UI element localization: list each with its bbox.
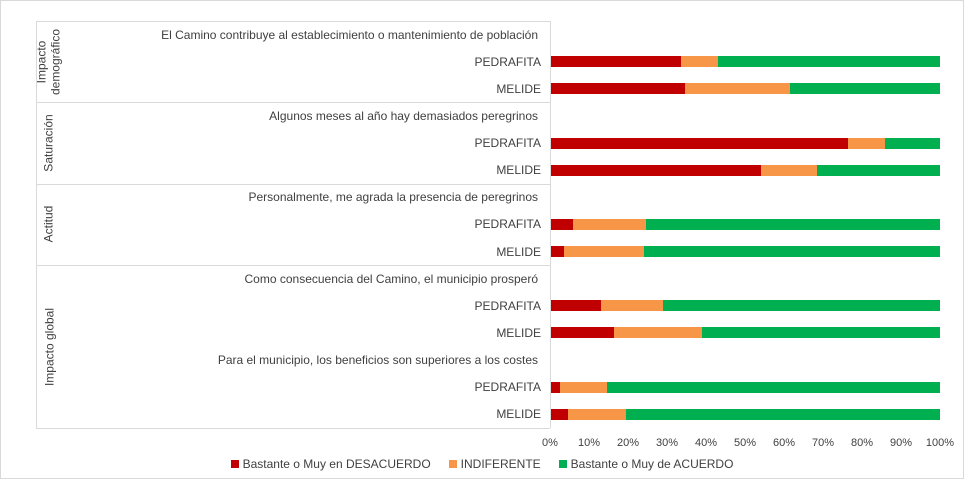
bar-segment [885, 137, 940, 149]
bar-segment [643, 246, 940, 258]
category-label: MELIDE [496, 325, 541, 340]
group-label: Impacto demográfico [34, 28, 63, 95]
statement-label: El Camino contribuye al establecimiento … [161, 27, 538, 42]
statement-label: Personalmente, me agrada la presencia de… [248, 190, 538, 205]
bar-segment [550, 137, 849, 149]
separator [36, 183, 550, 185]
bar-segment [550, 56, 681, 68]
statement-label: Como consecuencia del Camino, el municip… [244, 271, 538, 286]
bar-segment [789, 83, 940, 95]
category-label: MELIDE [496, 407, 541, 422]
statement-label: Algunos meses al año hay demasiados pere… [269, 108, 538, 123]
category-label: MELIDE [496, 81, 541, 96]
x-tick-label: 70% [811, 436, 835, 449]
bar-segment [760, 164, 818, 176]
separator [36, 102, 550, 104]
bar-segment [550, 327, 615, 339]
legend-label: Bastante o Muy de ACUERDO [570, 457, 734, 471]
bar-segment [550, 381, 560, 393]
group-label: Saturación [41, 114, 56, 172]
category-label: MELIDE [496, 244, 541, 259]
bar-segment [550, 218, 574, 230]
legend-swatch [230, 460, 239, 468]
x-tick-label: 30% [655, 436, 679, 449]
legend-item: Bastante o Muy en DESACUERDO [230, 457, 431, 471]
bar-segment [684, 83, 790, 95]
category-label: MELIDE [496, 163, 541, 178]
group-divider [36, 21, 37, 428]
bar-segment [550, 246, 564, 258]
bar-segment [626, 408, 940, 420]
bar-segment [848, 137, 886, 149]
group-label: Impacto global [42, 307, 57, 386]
category-label: PEDRAFITA [474, 136, 541, 151]
legend-swatch [558, 460, 567, 468]
bar-segment [550, 300, 601, 312]
x-tick-label: 0% [542, 436, 558, 449]
category-label: PEDRAFITA [474, 298, 541, 313]
category-label: PEDRAFITA [474, 217, 541, 232]
x-tick-label: 80% [850, 436, 874, 449]
x-tick-label: 60% [772, 436, 796, 449]
bar-segment [717, 56, 940, 68]
bar-segment [550, 83, 685, 95]
legend: Bastante o Muy en DESACUERDO INDIFERENTE B… [1, 457, 963, 471]
bar-segment [573, 218, 646, 230]
bar-segment [680, 56, 718, 68]
separator [36, 21, 550, 22]
legend-label: Bastante o Muy en DESACUERDO [242, 457, 431, 471]
group-label: Actitud [41, 206, 56, 243]
legend-item: INDIFERENTE [448, 457, 541, 471]
bar-segment [645, 218, 940, 230]
x-tick-label: 40% [694, 436, 718, 449]
category-label: PEDRAFITA [474, 380, 541, 395]
bar-segment [606, 381, 940, 393]
x-tick-label: 10% [577, 436, 601, 449]
bar-segment [600, 300, 664, 312]
separator [36, 265, 550, 267]
bar-segment [567, 408, 627, 420]
bar-segment [702, 327, 940, 339]
legend-label: INDIFERENTE [460, 457, 541, 471]
statement-label: Para el municipio, los beneficios son su… [217, 353, 538, 368]
bar-segment [614, 327, 703, 339]
bar-segment [663, 300, 940, 312]
x-tick-label: 90% [889, 436, 913, 449]
bar-segment [550, 408, 568, 420]
legend-item: Bastante o Muy de ACUERDO [558, 457, 734, 471]
legend-swatch [448, 460, 457, 468]
bar-segment [563, 246, 644, 258]
separator [36, 427, 550, 429]
bar-segment [817, 164, 940, 176]
bar-segment [559, 381, 607, 393]
category-label: PEDRAFITA [474, 54, 541, 69]
x-tick-label: 100% [925, 436, 955, 449]
bar-segment [550, 164, 761, 176]
x-tick-label: 20% [616, 436, 640, 449]
axis-line [550, 21, 551, 428]
x-tick-label: 50% [733, 436, 757, 449]
